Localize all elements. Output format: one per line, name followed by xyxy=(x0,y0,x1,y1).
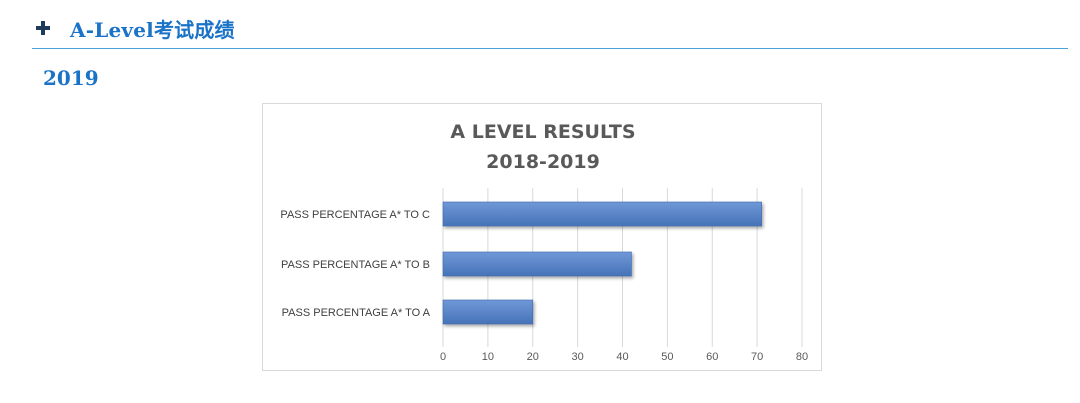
bar xyxy=(442,251,632,277)
x-axis-ticks: 0 10 20 30 40 50 60 70 80 xyxy=(440,351,808,363)
category-label: PASS PERCENTAGE A* TO B xyxy=(281,259,430,271)
x-tick-label: 20 xyxy=(527,351,539,363)
year-label: 2019 xyxy=(43,66,99,90)
bar xyxy=(442,299,534,325)
x-tick-label: 60 xyxy=(706,351,718,363)
chart-frame: A LEVEL RESULTS 2018-2019 PASS PERCENTAG… xyxy=(262,103,822,371)
bars xyxy=(442,201,762,325)
x-tick-label: 70 xyxy=(751,351,763,363)
category-label: PASS PERCENTAGE A* TO C xyxy=(280,209,430,221)
x-tick-label: 80 xyxy=(796,351,808,363)
category-label: PASS PERCENTAGE A* TO A xyxy=(282,307,431,319)
chart-subtitle: 2018-2019 xyxy=(486,151,600,173)
category-labels: PASS PERCENTAGE A* TO C PASS PERCENTAGE A… xyxy=(280,209,430,319)
section-header[interactable]: A-Level考试成绩 xyxy=(32,8,1068,49)
bar-chart: A LEVEL RESULTS 2018-2019 PASS PERCENTAG… xyxy=(280,121,808,363)
x-tick-label: 30 xyxy=(572,351,584,363)
x-tick-label: 50 xyxy=(661,351,673,363)
x-tick-label: 40 xyxy=(616,351,628,363)
section-title: A-Level考试成绩 xyxy=(70,17,235,42)
x-tick-label: 0 xyxy=(440,351,446,363)
bar xyxy=(442,201,762,227)
x-tick-label: 10 xyxy=(482,351,494,363)
chart-title: A LEVEL RESULTS xyxy=(450,121,635,143)
plus-icon[interactable] xyxy=(36,21,50,35)
